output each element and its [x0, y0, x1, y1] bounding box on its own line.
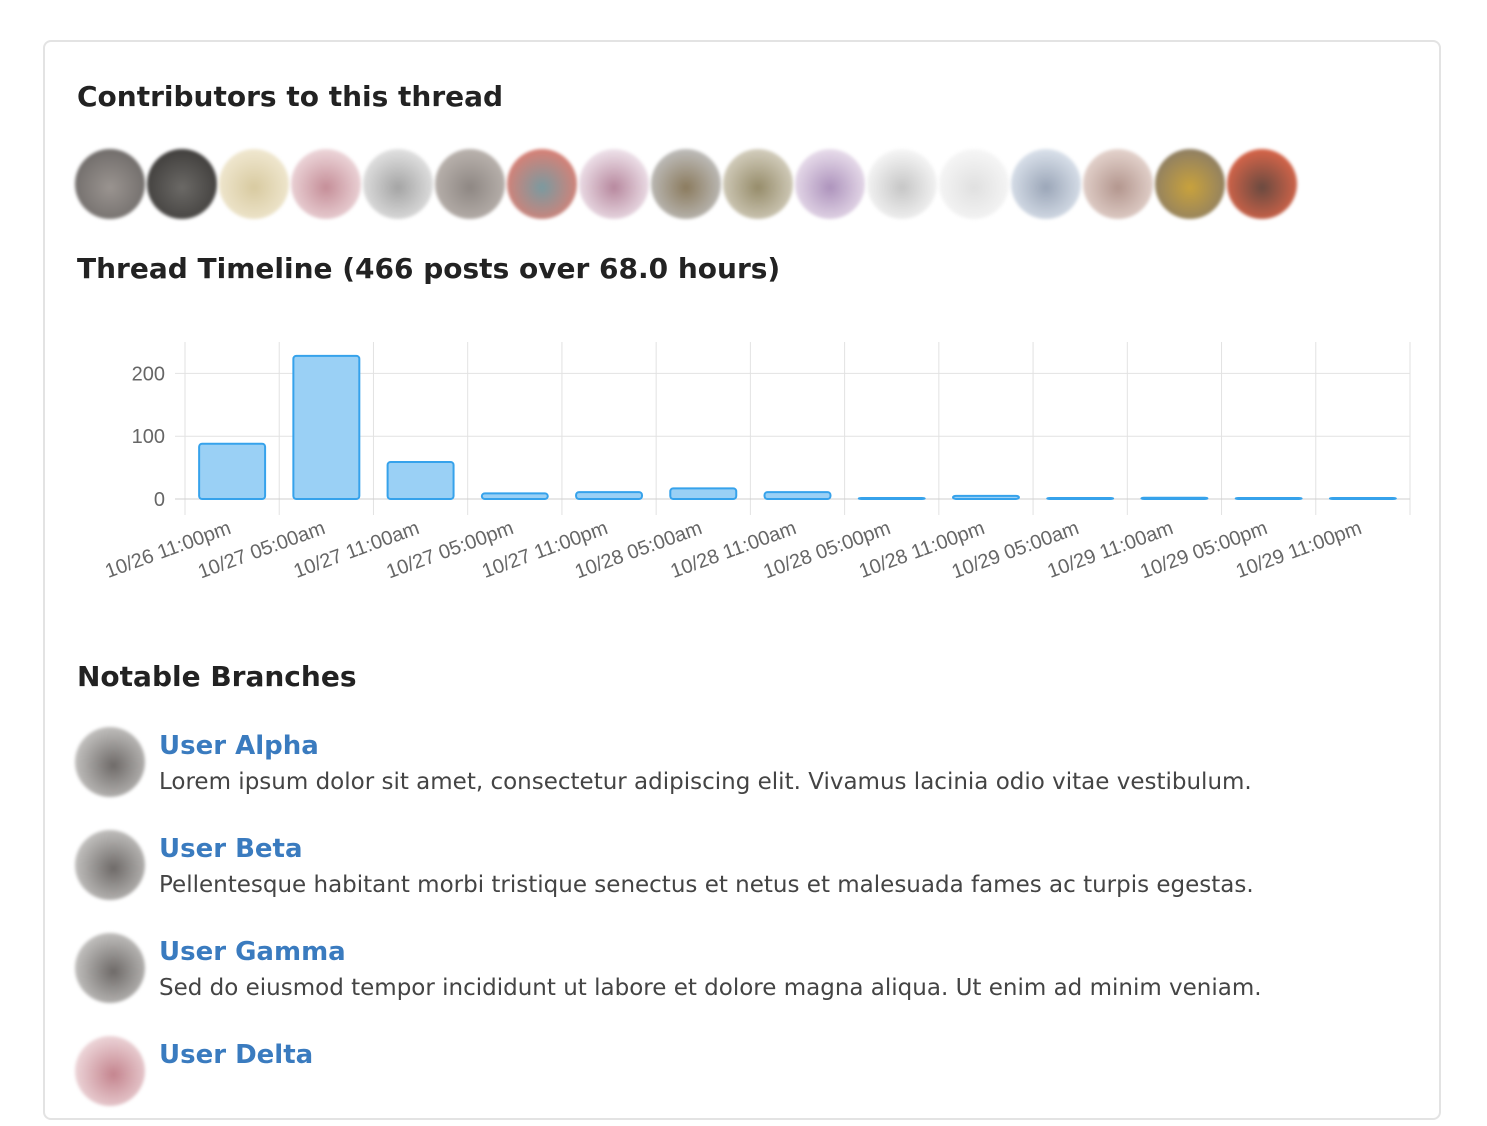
- y-tick-label: 200: [132, 363, 165, 385]
- contributor-avatar[interactable]: [363, 149, 433, 219]
- contributor-avatar[interactable]: [219, 149, 289, 219]
- contributor-avatar[interactable]: [651, 149, 721, 219]
- branch-item: User Beta Pellentesque habitant morbi tri…: [75, 830, 1405, 920]
- timeline-heading: Thread Timeline (466 posts over 68.0 hou…: [77, 252, 781, 285]
- bar: [951, 494, 1020, 501]
- bar: [763, 491, 832, 500]
- bar: [480, 492, 549, 501]
- branches-heading: Notable Branches: [77, 660, 357, 693]
- branch-item: User Delta: [75, 1036, 1405, 1126]
- bar: [857, 497, 926, 500]
- bar: [1140, 496, 1209, 501]
- branch-user-link[interactable]: User Gamma: [159, 937, 346, 967]
- contributor-avatar[interactable]: [1227, 149, 1297, 219]
- contributor-avatar[interactable]: [1011, 149, 1081, 219]
- branch-excerpt: Lorem ipsum dolor sit amet, consectetur …: [159, 769, 1252, 795]
- contributor-avatar[interactable]: [867, 149, 937, 219]
- branch-user-link[interactable]: User Alpha: [159, 731, 319, 761]
- bar: [669, 487, 738, 501]
- contributor-avatar[interactable]: [939, 149, 1009, 219]
- branch-avatar[interactable]: [75, 933, 145, 1003]
- y-tick-label: 100: [132, 426, 165, 448]
- contributor-avatar[interactable]: [1155, 149, 1225, 219]
- branch-user-link[interactable]: User Beta: [159, 834, 303, 864]
- contributor-avatar[interactable]: [147, 149, 217, 219]
- contributor-avatar[interactable]: [75, 149, 145, 219]
- branch-avatar[interactable]: [75, 830, 145, 900]
- contributor-avatar[interactable]: [795, 149, 865, 219]
- y-tick-label: 0: [154, 489, 165, 511]
- branch-avatar[interactable]: [75, 1036, 145, 1106]
- contributor-avatar[interactable]: [723, 149, 793, 219]
- bar: [1328, 497, 1397, 500]
- contributor-avatar[interactable]: [435, 149, 505, 219]
- bar: [198, 442, 267, 500]
- bar: [575, 491, 644, 500]
- bar: [1046, 497, 1115, 500]
- contributor-avatar[interactable]: [579, 149, 649, 219]
- branch-user-link[interactable]: User Delta: [159, 1040, 314, 1070]
- branch-item: User Gamma Sed do eiusmod tempor incididu…: [75, 933, 1405, 1023]
- thread-summary-card: Contributors to this thread Thread Timel…: [43, 40, 1441, 1120]
- branch-excerpt: Pellentesque habitant morbi tristique se…: [159, 872, 1254, 898]
- branch-item: User Alpha Lorem ipsum dolor sit amet, co…: [75, 727, 1405, 817]
- branch-excerpt: Sed do eiusmod tempor incididunt ut labo…: [159, 975, 1262, 1001]
- contributor-avatar[interactable]: [507, 149, 577, 219]
- contributor-avatar[interactable]: [1083, 149, 1153, 219]
- contributor-avatar[interactable]: [291, 149, 361, 219]
- contributors-heading: Contributors to this thread: [77, 80, 504, 113]
- bar: [386, 460, 455, 500]
- branch-avatar[interactable]: [75, 727, 145, 797]
- bar: [1234, 497, 1303, 500]
- bar: [292, 354, 361, 501]
